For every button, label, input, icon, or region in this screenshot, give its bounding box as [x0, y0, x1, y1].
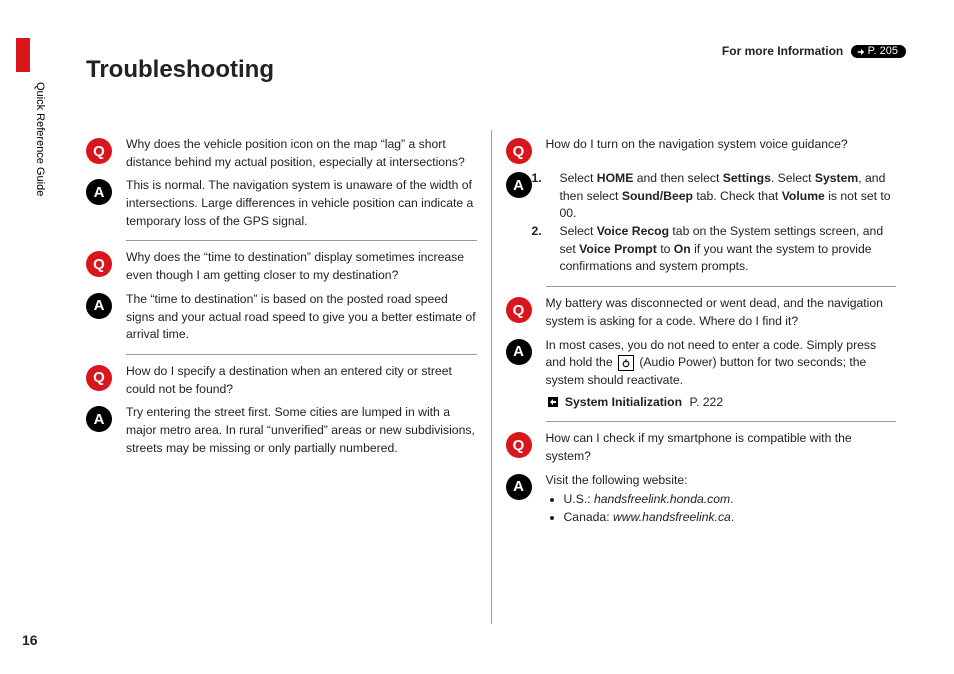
q-badge: Q [86, 251, 112, 277]
q-badge: Q [86, 365, 112, 391]
more-info: For more Information P. 205 [722, 44, 906, 58]
q-badge: Q [506, 432, 532, 458]
separator [126, 354, 477, 355]
answer-text: This is normal. The navigation system is… [126, 177, 477, 230]
answer-text: In most cases, you do not need to enter … [546, 337, 897, 412]
qa-block: Q How do I turn on the navigation system … [506, 136, 897, 164]
a-badge: A [86, 179, 112, 205]
qa-block: Q How can I check if my smartphone is com… [506, 430, 897, 465]
qa-block: A Visit the following website: U.S.: han… [506, 472, 897, 527]
cross-ref: System Initialization P. 222 [546, 394, 897, 412]
qa-block: Q How do I specify a destination when an … [86, 363, 477, 398]
link-icon [548, 397, 558, 407]
answer-intro: Visit the following website: [546, 473, 688, 487]
left-column: Q Why does the vehicle position icon on t… [72, 130, 491, 624]
power-icon [618, 355, 634, 371]
q-badge: Q [86, 138, 112, 164]
question-text: How do I turn on the navigation system v… [546, 136, 897, 164]
qa-block: A 1.Select HOME and then select Settings… [506, 170, 897, 276]
margin-tab [16, 38, 30, 72]
answer-text: Try entering the street first. Some citi… [126, 404, 477, 457]
qa-block: A In most cases, you do not need to ente… [506, 337, 897, 412]
question-text: Why does the vehicle position icon on th… [126, 136, 477, 171]
qa-block: A This is normal. The navigation system i… [86, 177, 477, 230]
list-item: Canada: www.handsfreelink.ca. [564, 509, 897, 527]
a-badge: A [86, 406, 112, 432]
question-text: How can I check if my smartphone is comp… [546, 430, 897, 465]
side-label: Quick Reference Guide [32, 82, 46, 282]
qa-block: A Try entering the street first. Some cit… [86, 404, 477, 457]
question-text: Why does the “time to destination” displ… [126, 249, 477, 284]
a-badge: A [86, 293, 112, 319]
qa-block: A The “time to destination” is based on t… [86, 291, 477, 344]
question-text: My battery was disconnected or went dead… [546, 295, 897, 330]
step-2: 2.Select Voice Recog tab on the System s… [546, 223, 897, 276]
page-ref-pill: P. 205 [851, 45, 906, 58]
right-column: Q How do I turn on the navigation system … [491, 130, 911, 624]
link-arrow-icon [857, 48, 865, 56]
q-badge: Q [506, 138, 532, 164]
page-number: 16 [22, 632, 38, 648]
a-badge: A [506, 172, 532, 198]
answer-text: 1.Select HOME and then select Settings. … [546, 170, 897, 276]
more-info-label: For more Information [722, 44, 843, 58]
list-item: U.S.: handsfreelink.honda.com. [564, 491, 897, 509]
qa-block: Q Why does the “time to destination” disp… [86, 249, 477, 284]
cross-ref-page: P. 222 [689, 395, 723, 409]
cross-ref-label: System Initialization [565, 395, 682, 409]
website-list: U.S.: handsfreelink.honda.com. Canada: w… [546, 491, 897, 526]
page-title: Troubleshooting [86, 56, 274, 84]
separator [126, 240, 477, 241]
answer-text: The “time to destination” is based on th… [126, 291, 477, 344]
answer-text: Visit the following website: U.S.: hands… [546, 472, 897, 527]
question-text: How do I specify a destination when an e… [126, 363, 477, 398]
q-badge: Q [506, 297, 532, 323]
step-1: 1.Select HOME and then select Settings. … [546, 170, 897, 223]
manual-page: { "title": "Troubleshooting", "side_labe… [0, 0, 954, 674]
separator [546, 286, 897, 287]
page-ref-text: P. 205 [868, 45, 898, 57]
a-badge: A [506, 339, 532, 365]
separator [546, 421, 897, 422]
a-badge: A [506, 474, 532, 500]
qa-block: Q My battery was disconnected or went dea… [506, 295, 897, 330]
qa-block: Q Why does the vehicle position icon on t… [86, 136, 477, 171]
content-columns: Q Why does the vehicle position icon on t… [72, 130, 910, 624]
